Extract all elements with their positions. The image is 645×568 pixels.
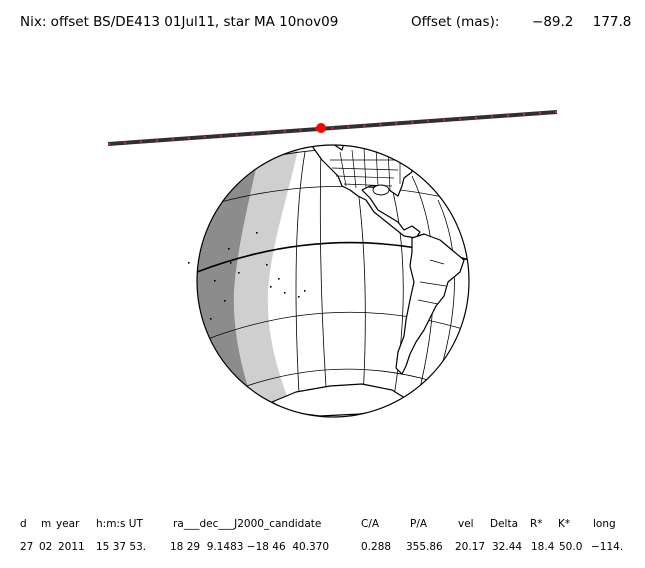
col-year: year [56, 518, 80, 530]
event-table-header: d m year h:m:s UT ra___dec___J2000_candi… [0, 518, 645, 532]
val-rstar: 18.4 [531, 541, 555, 553]
globe-outline [196, 144, 470, 418]
continents [271, 145, 465, 417]
offset-readout: Offset (mas): −89.2 177.8 [411, 14, 631, 30]
val-ca: 0.288 [361, 541, 392, 553]
val-ra-dec: 18 29 9.1483 −18 46 40.370 [170, 541, 330, 553]
col-d: d [20, 518, 27, 530]
col-vel: vel [458, 518, 474, 530]
col-ca: C/A [361, 518, 380, 530]
val-kstar: 50.0 [559, 541, 583, 553]
col-rstar: R* [530, 518, 543, 530]
col-m: m [41, 518, 52, 530]
offset-dec-value: 177.8 [592, 14, 632, 30]
closest-approach-point [316, 123, 326, 133]
south-america [395, 233, 465, 375]
offset-ra-value: −89.2 [532, 14, 574, 30]
pacific-islands [188, 232, 306, 320]
col-pa: P/A [410, 518, 428, 530]
val-m: 02 [39, 541, 53, 553]
gulf-of-mexico [372, 184, 390, 196]
val-pa: 355.86 [406, 541, 443, 553]
plot-title: Nix: offset BS/DE413 01Jul11, star MA 10… [20, 14, 339, 30]
offset-label: Offset (mas): [411, 14, 500, 30]
col-hms-ut: h:m:s UT [96, 518, 143, 530]
shadow-track-marks [107, 111, 558, 145]
col-ra-dec: ra___dec___J2000_candidate [173, 518, 322, 530]
val-delta: 32.44 [492, 541, 523, 553]
val-d: 27 [20, 541, 34, 553]
event-table-row: 27 02 2011 15 37 53. 18 29 9.1483 −18 46… [0, 541, 645, 555]
occultation-globe-map [107, 110, 558, 418]
col-kstar: K* [558, 518, 571, 530]
val-long: −114. [591, 541, 624, 553]
val-vel: 20.17 [455, 541, 486, 553]
col-long: long [593, 518, 616, 530]
greenland [329, 145, 346, 151]
val-hms-ut: 15 37 53. [96, 541, 147, 553]
political-borders [330, 147, 447, 305]
val-year: 2011 [58, 541, 85, 553]
col-delta: Delta [490, 518, 519, 530]
